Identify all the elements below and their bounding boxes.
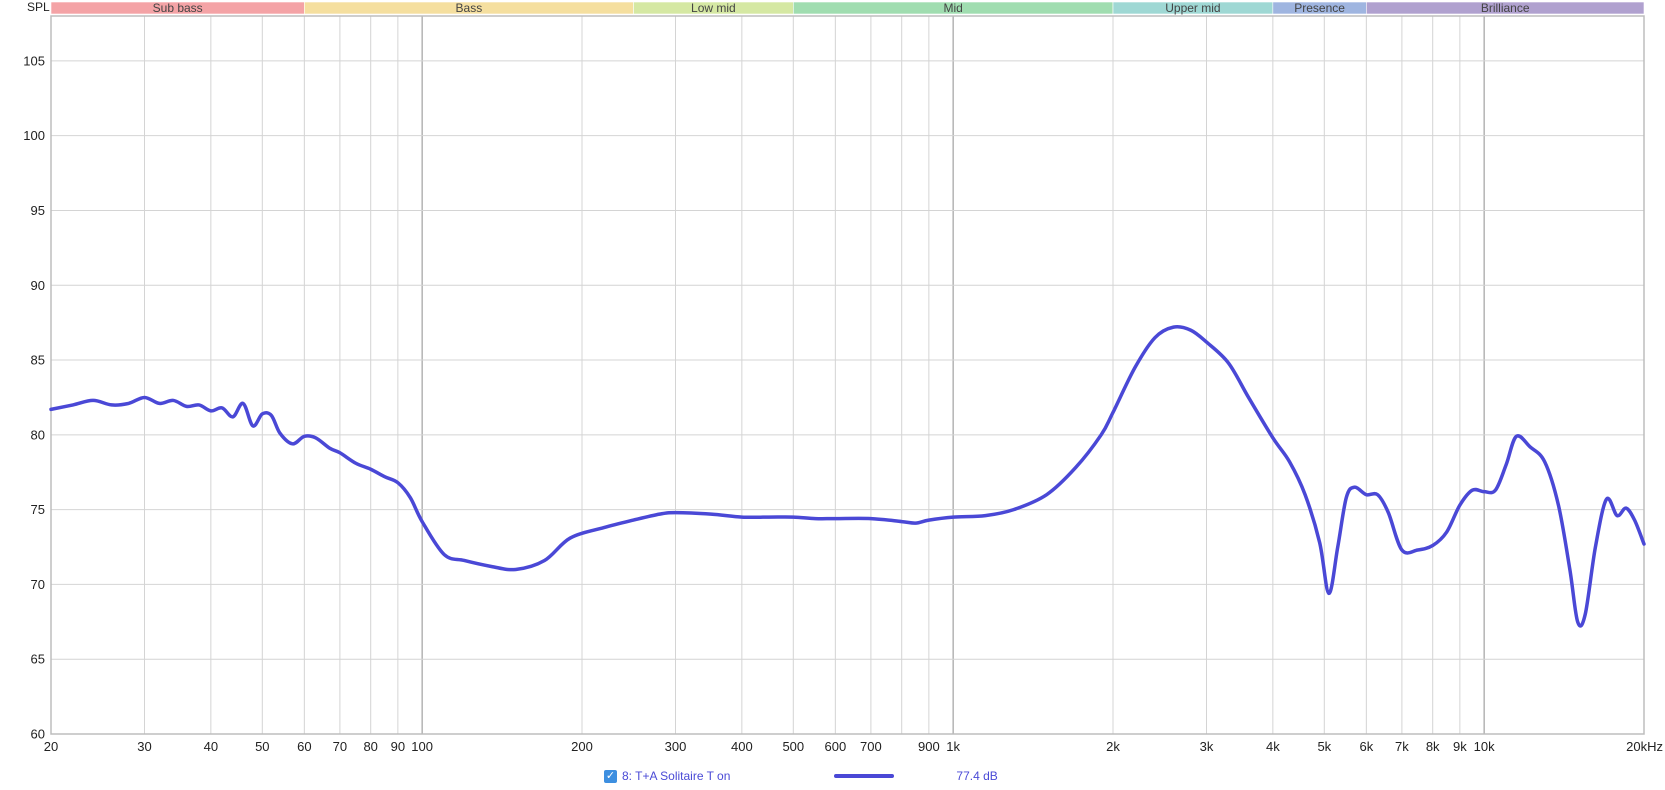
x-tick-labels: 20 30 40 50 60 70 80 90 100 200 300 400 500 600 700 900… — [44, 739, 1663, 754]
x-tick-label: 100 — [411, 739, 433, 754]
x-tick-label: 900 — [918, 739, 940, 754]
x-tick-label: 10k — [1474, 739, 1495, 754]
frequency-bands: Sub bass Bass Low mid Mid Upper mid Presence B… — [50, 1, 1645, 15]
x-tick-label: 7k — [1395, 739, 1409, 754]
x-tick-label: 60 — [297, 739, 311, 754]
y-tick-label: 85 — [31, 353, 45, 368]
x-tick-label: 1k — [946, 739, 960, 754]
band-label: Brilliance — [1481, 1, 1530, 15]
x-tick-label: 2k — [1106, 739, 1120, 754]
legend-checkbox[interactable]: ✓ — [604, 769, 617, 783]
x-tick-label: 9k — [1453, 739, 1467, 754]
y-tick-label: 70 — [31, 577, 45, 592]
x-tick-label: 200 — [571, 739, 593, 754]
x-tick-label: 90 — [391, 739, 405, 754]
y-tick-label: 65 — [31, 652, 45, 667]
x-tick-label: 40 — [204, 739, 218, 754]
band-label: Sub bass — [153, 1, 203, 15]
x-tick-label: 700 — [860, 739, 882, 754]
band-label: Mid — [943, 1, 962, 15]
legend-line-swatch — [834, 774, 895, 778]
series-line — [49, 324, 1646, 628]
x-tick-label: 20kHz — [1626, 739, 1663, 754]
x-tick-label: 6k — [1359, 739, 1373, 754]
y-tick-labels: 60 65 70 75 80 85 90 95 100 105 — [23, 53, 45, 741]
grid-lines — [51, 16, 1644, 735]
y-axis-label: SPL — [27, 0, 50, 14]
plot-border — [50, 15, 1645, 735]
legend-entry-label[interactable]: 8: T+A Solitaire T on — [622, 769, 731, 783]
legend: ✓ 8: T+A Solitaire T on 77.4 dB — [604, 766, 998, 786]
y-tick-label: 100 — [23, 128, 45, 143]
x-tick-label: 5k — [1317, 739, 1331, 754]
band-label: Bass — [456, 1, 483, 15]
x-tick-label: 20 — [44, 739, 58, 754]
x-tick-label: 600 — [824, 739, 846, 754]
x-tick-label: 3k — [1200, 739, 1214, 754]
y-tick-label: 105 — [23, 53, 45, 68]
y-tick-label: 80 — [31, 427, 45, 442]
band-label: Low mid — [691, 1, 736, 15]
x-tick-label: 300 — [665, 739, 687, 754]
y-tick-label: 60 — [31, 727, 45, 742]
x-tick-label: 8k — [1426, 739, 1440, 754]
x-tick-label: 500 — [782, 739, 804, 754]
x-tick-label: 80 — [363, 739, 377, 754]
band-label: Presence — [1294, 1, 1345, 15]
x-tick-label: 4k — [1266, 739, 1280, 754]
x-tick-label: 400 — [731, 739, 753, 754]
y-tick-label: 75 — [31, 502, 45, 517]
x-tick-label: 50 — [255, 739, 269, 754]
band-label: Upper mid — [1165, 1, 1220, 15]
x-tick-label: 70 — [333, 739, 347, 754]
x-tick-label: 30 — [137, 739, 151, 754]
legend-value: 77.4 dB — [956, 769, 998, 783]
plot-area — [51, 16, 1644, 734]
y-tick-label: 90 — [31, 278, 45, 293]
y-tick-label: 95 — [31, 203, 45, 218]
band-brilliance — [1366, 1, 1645, 15]
